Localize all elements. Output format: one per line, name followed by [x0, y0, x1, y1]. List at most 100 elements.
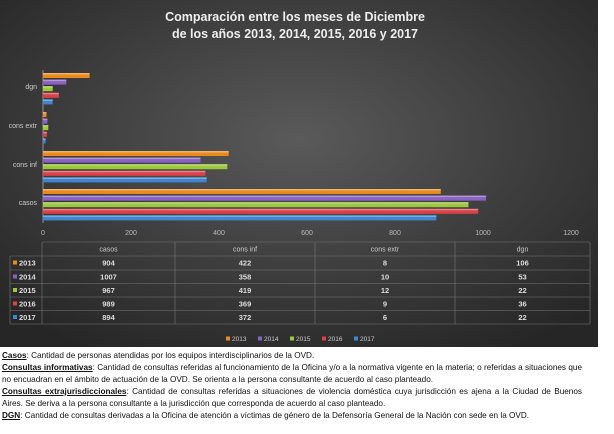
bar-highlight [43, 208, 479, 211]
table-header: dgn [517, 247, 529, 254]
definition-term: Consultas informativas [2, 363, 93, 372]
bar-highlight [43, 157, 201, 160]
bar-casos-2013 [43, 189, 441, 194]
bar-cons-inf-2013 [43, 151, 229, 156]
definition-item: Consultas informativas: Cantidad de cons… [2, 362, 582, 386]
bar-highlight [43, 112, 47, 114]
bar-highlight [43, 92, 59, 95]
bar-chart: Comparación entre los meses de Diciembre… [0, 0, 598, 347]
table-cell: 904 [102, 259, 115, 268]
definition-term: DGN [2, 411, 21, 420]
bar-dgn-2016 [43, 92, 59, 98]
bar-highlight [43, 79, 67, 82]
bar-dgn-2015 [43, 86, 53, 92]
legend-label-2016: 2016 [328, 336, 343, 343]
bar-cons-extr-2017 [43, 138, 46, 144]
x-tick-label: 0 [41, 230, 45, 237]
bar-casos-2017 [43, 215, 437, 221]
definition-text: : Cantidad de consultas referidas a situ… [2, 387, 583, 408]
bar-highlight [43, 164, 228, 166]
legend-swatch-2013 [226, 336, 230, 341]
bar-highlight [43, 73, 90, 75]
table-cell: 10 [381, 273, 389, 282]
bar-highlight [43, 202, 469, 204]
legend-swatch-2014 [258, 336, 262, 341]
bar-cons-inf-2016 [43, 170, 206, 176]
definition-text: : Cantidad de consultas referidas al fun… [2, 363, 582, 384]
bar-highlight [43, 195, 487, 198]
bar-highlight [43, 118, 48, 121]
bar-casos-2015 [43, 202, 469, 208]
chart-title-line-2: de los años 2013, 2014, 2015, 2016 y 201… [172, 27, 418, 41]
table-header: casos [99, 247, 118, 254]
table-row-label: 2017 [19, 313, 36, 322]
bar-cons-inf-2015 [43, 164, 228, 170]
x-tick-label: 1200 [563, 230, 579, 237]
legend-swatch-2015 [290, 336, 294, 341]
table-cell: 419 [239, 286, 252, 295]
table-cell: 358 [239, 273, 252, 282]
table-row-label: 2013 [19, 259, 36, 268]
table-cell: 369 [239, 300, 252, 309]
legend-key-2017 [13, 315, 17, 319]
definition-item: Casos: Cantidad de personas atendidas po… [2, 350, 582, 362]
legend-key-2014 [13, 274, 17, 279]
table-cell: 36 [518, 300, 526, 309]
table-cell: 1007 [100, 273, 117, 282]
bar-cons-inf-2014 [43, 157, 201, 163]
definition-text: : Cantidad de personas atendidas por los… [26, 351, 315, 360]
table-cell: 8 [383, 259, 387, 268]
y-category-label: casos [19, 200, 38, 207]
table-cell: 372 [239, 313, 252, 322]
definition-item: Consultas extrajurisdiccionales: Cantida… [2, 386, 582, 410]
bar-highlight [43, 170, 206, 173]
legend-swatch-2017 [354, 336, 358, 341]
bar-cons-inf-2017 [43, 177, 207, 183]
table-row-label: 2016 [19, 300, 36, 309]
chart-title-line-1: Comparación entre los meses de Diciembre [165, 10, 425, 24]
legend-key-2015 [13, 288, 17, 292]
table-cell: 12 [381, 286, 389, 295]
legend-label-2015: 2015 [296, 336, 311, 343]
bar-casos-2016 [43, 208, 479, 214]
x-tick-label: 1000 [475, 230, 491, 237]
definition-term: Casos [2, 351, 27, 360]
bar-highlight [43, 131, 47, 134]
definition-item: DGN: Cantidad de consultas derivadas a l… [2, 410, 582, 422]
bar-highlight [43, 189, 441, 191]
y-category-label: cons extr [9, 123, 38, 130]
table-cell: 422 [239, 259, 252, 268]
definitions: Casos: Cantidad de personas atendidas po… [2, 350, 582, 422]
table-row-label: 2014 [19, 273, 37, 282]
bar-dgn-2013 [43, 73, 90, 78]
table-cell: 22 [518, 286, 526, 295]
table-cell: 967 [102, 286, 115, 295]
x-tick-label: 200 [125, 230, 137, 237]
bar-casos-2014 [43, 195, 487, 201]
bar-highlight [43, 125, 49, 127]
y-category-label: cons inf [13, 162, 37, 169]
table-cell: 53 [518, 273, 526, 282]
bar-highlight [43, 151, 229, 153]
legend-label-2014: 2014 [264, 336, 279, 343]
definition-text: : Cantidad de consultas derivadas a la O… [20, 411, 530, 420]
bar-cons-extr-2016 [43, 131, 47, 137]
x-tick-label: 600 [301, 230, 313, 237]
y-category-label: dgn [25, 84, 37, 91]
bar-cons-extr-2015 [43, 125, 49, 131]
bar-highlight [43, 138, 46, 140]
table-cell: 22 [518, 313, 526, 322]
legend-key-2016 [13, 301, 17, 306]
table-header: cons extr [371, 247, 400, 254]
legend-key-2013 [13, 260, 17, 265]
bar-highlight [43, 86, 53, 88]
bar-highlight [43, 177, 207, 179]
bar-highlight [43, 215, 437, 217]
bar-cons-extr-2013 [43, 112, 47, 117]
bar-dgn-2017 [43, 99, 53, 105]
table-cell: 894 [102, 313, 115, 322]
table-header: cons inf [233, 247, 257, 254]
table-cell: 989 [102, 300, 115, 309]
bar-highlight [43, 99, 53, 101]
table-cell: 106 [516, 259, 529, 268]
